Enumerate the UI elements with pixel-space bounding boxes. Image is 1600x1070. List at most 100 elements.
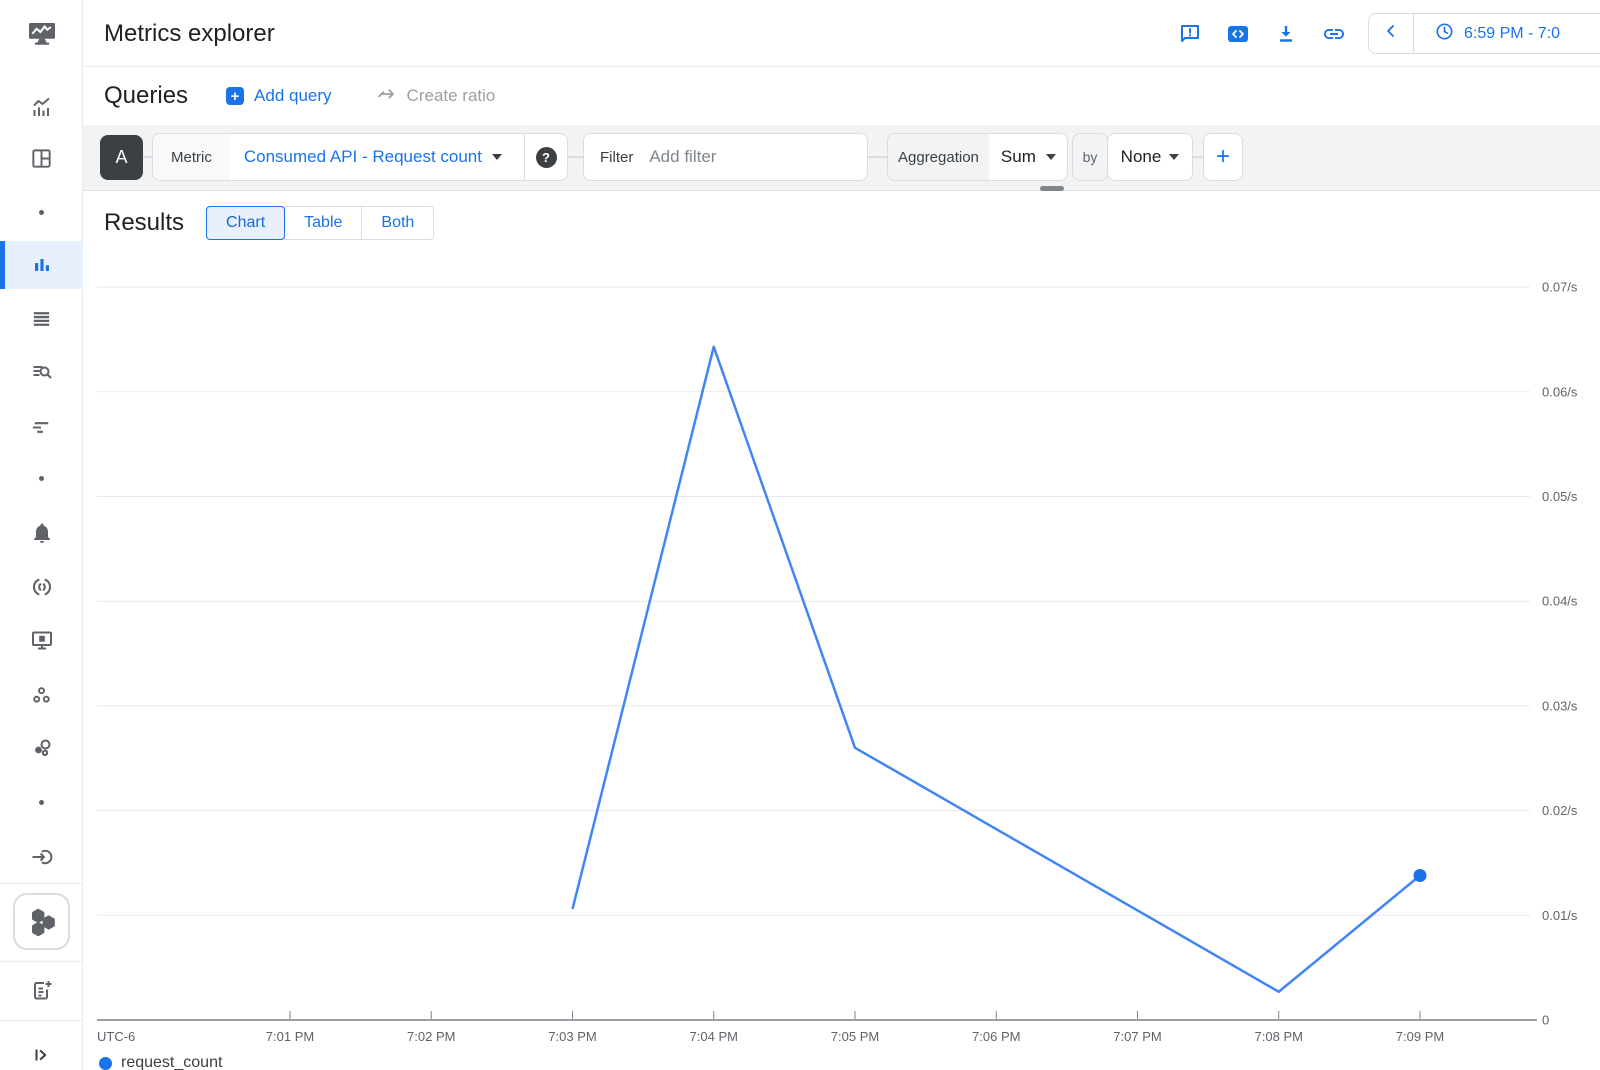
aggregation-dropdown[interactable]: Sum	[989, 134, 1067, 180]
doc-add-icon[interactable]	[0, 966, 83, 1014]
connector	[143, 156, 152, 158]
resize-handle[interactable]	[1040, 186, 1064, 191]
stacked-lines-icon[interactable]	[0, 294, 83, 342]
svg-text:0.01/s: 0.01/s	[1542, 908, 1578, 923]
expand-rail-icon[interactable]	[0, 1031, 83, 1070]
results-view-toggle: Chart Table Both	[206, 206, 435, 240]
staggered-lines-icon[interactable]	[0, 403, 83, 451]
feedback-icon[interactable]	[1178, 22, 1202, 46]
time-back-button[interactable]	[1369, 14, 1413, 53]
rail-divider	[0, 961, 83, 962]
svg-text:0: 0	[1542, 1013, 1549, 1028]
add-query-button[interactable]: + Add query	[226, 86, 332, 106]
services-icon[interactable]	[0, 724, 83, 772]
page-title: Metrics explorer	[104, 19, 275, 47]
time-range-button[interactable]: 6:59 PM - 7:0	[1414, 21, 1560, 47]
ratio-arrow-icon	[376, 83, 398, 110]
rail-divider	[0, 1020, 83, 1021]
filter-label: Filter	[600, 148, 634, 166]
svg-text:7:06 PM: 7:06 PM	[972, 1029, 1020, 1044]
plus-icon: +	[226, 87, 245, 105]
bell-icon[interactable]	[0, 509, 83, 557]
create-ratio-label: Create ratio	[406, 86, 496, 105]
tab-table[interactable]: Table	[284, 206, 363, 240]
svg-text:7:05 PM: 7:05 PM	[831, 1029, 879, 1044]
uptime-check-icon[interactable]	[0, 563, 83, 611]
svg-text:0.02/s: 0.02/s	[1542, 803, 1578, 818]
nav-dot-icon[interactable]	[0, 454, 83, 502]
aggregation-pill: Aggregation Sum	[887, 133, 1068, 181]
query-builder: A Metric Consumed API - Request count ? …	[83, 125, 1600, 191]
tab-chart[interactable]: Chart	[206, 206, 286, 240]
chart-area[interactable]: 0.07/s 0.06/s 0.05/s 0.04/s 0.03/s 0.02/s 0.01…	[83, 255, 1600, 1070]
header-bar: Metrics explorer 6:59 PM - 7:0	[83, 0, 1600, 67]
svg-text:7:07 PM: 7:07 PM	[1113, 1029, 1161, 1044]
queries-row: Queries + Add query Create ratio	[83, 67, 1600, 125]
svg-text:UTC-6: UTC-6	[97, 1029, 135, 1044]
aggregation-label: Aggregation	[888, 134, 989, 180]
chart-trend-icon[interactable]	[0, 83, 83, 131]
metric-label: Metric	[153, 134, 230, 180]
clock-icon	[1434, 21, 1455, 47]
svg-text:7:09 PM: 7:09 PM	[1396, 1029, 1444, 1044]
chart-legend: request_count	[99, 1054, 222, 1070]
results-title: Results	[104, 209, 185, 236]
series-dot-icon	[99, 1056, 112, 1070]
download-icon[interactable]	[1274, 22, 1298, 46]
svg-text:0.03/s: 0.03/s	[1542, 698, 1578, 713]
line-chart[interactable]: 0.07/s 0.06/s 0.05/s 0.04/s 0.03/s 0.02/s 0.01…	[83, 255, 1600, 1070]
svg-text:0.04/s: 0.04/s	[1542, 594, 1578, 609]
svg-text:0.05/s: 0.05/s	[1542, 489, 1578, 504]
svg-text:7:04 PM: 7:04 PM	[690, 1029, 738, 1044]
monitoring-logo-icon[interactable]	[0, 9, 83, 57]
nav-dot-icon[interactable]	[0, 188, 83, 236]
copy-link-icon[interactable]	[1322, 22, 1346, 46]
add-aggregation-button[interactable]: +	[1203, 133, 1243, 181]
queries-title: Queries	[104, 82, 189, 109]
time-range-label: 6:59 PM - 7:0	[1464, 24, 1561, 42]
group-by-pill: None	[1107, 133, 1193, 181]
metric-help-button[interactable]: ?	[525, 134, 567, 180]
chevron-down-icon	[1045, 154, 1056, 160]
svg-text:7:01 PM: 7:01 PM	[266, 1029, 314, 1044]
time-range-control: 6:59 PM - 7:0	[1368, 13, 1600, 54]
connector	[568, 156, 583, 158]
tab-both[interactable]: Both	[361, 206, 435, 240]
help-icon: ?	[535, 146, 557, 168]
code-sample-icon[interactable]	[1226, 22, 1250, 46]
svg-text:7:03 PM: 7:03 PM	[548, 1029, 596, 1044]
bar-chart-icon[interactable]	[0, 241, 83, 289]
by-label: by	[1072, 133, 1108, 181]
group-by-dropdown[interactable]: None	[1108, 134, 1192, 180]
divider	[524, 134, 525, 180]
results-row: Results Chart Table Both	[83, 191, 1600, 255]
chevron-down-icon	[491, 154, 502, 160]
series-label: request_count	[121, 1054, 223, 1070]
monitor-widget-icon[interactable]	[0, 616, 83, 664]
groups-icon[interactable]	[0, 671, 83, 719]
chevron-left-icon	[1381, 21, 1401, 46]
metric-value: Consumed API - Request count	[243, 147, 482, 166]
connector	[1193, 156, 1203, 158]
list-search-icon[interactable]	[0, 348, 83, 396]
query-letter-badge: A	[100, 135, 143, 180]
divider	[1413, 14, 1414, 53]
dashboard-grid-icon[interactable]	[0, 134, 83, 182]
svg-text:7:02 PM: 7:02 PM	[407, 1029, 455, 1044]
chevron-down-icon	[1169, 154, 1180, 160]
aggregation-value: Sum	[1000, 147, 1036, 166]
svg-text:0.07/s: 0.07/s	[1542, 280, 1578, 295]
left-nav-rail	[0, 0, 83, 1070]
group-by-value: None	[1120, 147, 1162, 166]
svg-text:7:08 PM: 7:08 PM	[1255, 1029, 1303, 1044]
nav-dot-icon[interactable]	[0, 778, 83, 826]
metric-pill: Metric Consumed API - Request count ?	[152, 133, 568, 181]
filter-pill: Filter	[583, 133, 868, 181]
add-query-label: Add query	[254, 86, 332, 105]
create-ratio-button[interactable]: Create ratio	[376, 83, 496, 110]
svg-text:0.06/s: 0.06/s	[1542, 384, 1578, 399]
filter-input[interactable]	[649, 134, 867, 180]
integration-arrow-icon[interactable]	[0, 833, 83, 881]
metric-dropdown[interactable]: Consumed API - Request count	[230, 134, 524, 180]
hexagons-gke-icon[interactable]	[13, 893, 70, 950]
